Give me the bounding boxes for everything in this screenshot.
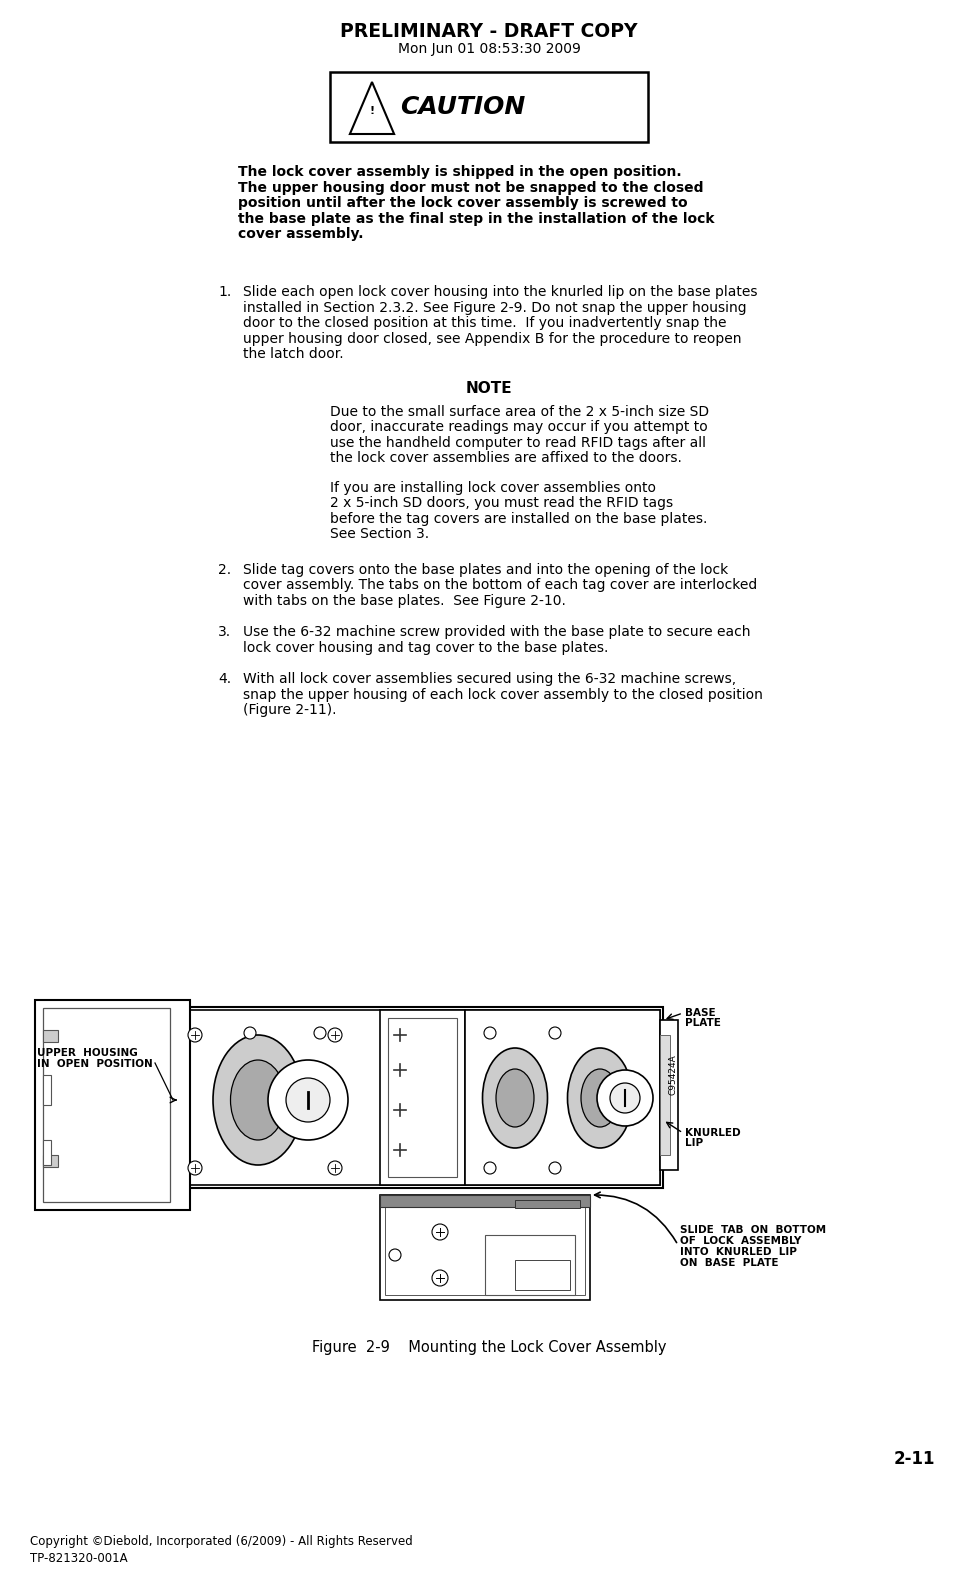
Bar: [329, 73, 648, 142]
Text: Slide tag covers onto the base plates and into the opening of the lock: Slide tag covers onto the base plates an…: [242, 562, 728, 576]
Bar: [43, 1008, 170, 1202]
Text: snap the upper housing of each lock cover assembly to the closed position: snap the upper housing of each lock cove…: [242, 688, 762, 702]
Text: Mon Jun 01 08:53:30 2009: Mon Jun 01 08:53:30 2009: [398, 43, 579, 55]
Text: PRELIMINARY - DRAFT COPY: PRELIMINARY - DRAFT COPY: [340, 22, 637, 41]
Bar: [380, 1195, 589, 1300]
Ellipse shape: [567, 1048, 632, 1149]
Bar: [380, 1195, 589, 1207]
Bar: [180, 1010, 659, 1185]
Ellipse shape: [482, 1048, 547, 1149]
Bar: [659, 1035, 669, 1155]
Text: If you are installing lock cover assemblies onto: If you are installing lock cover assembl…: [329, 480, 656, 494]
Text: (Figure 2-11).: (Figure 2-11).: [242, 704, 336, 716]
Text: Copyright ©Diebold, Incorporated (6/2009) - All Rights Reserved: Copyright ©Diebold, Incorporated (6/2009…: [30, 1535, 412, 1548]
Bar: [464, 1049, 480, 1062]
Text: upper housing door closed, see Appendix B for the procedure to reopen: upper housing door closed, see Appendix …: [242, 331, 741, 346]
Ellipse shape: [231, 1060, 285, 1139]
Text: NOTE: NOTE: [465, 380, 512, 396]
Circle shape: [243, 1027, 256, 1038]
Circle shape: [484, 1027, 495, 1038]
Text: 2 x 5-inch SD doors, you must read the RFID tags: 2 x 5-inch SD doors, you must read the R…: [329, 495, 672, 510]
Bar: [515, 1259, 570, 1289]
Bar: [385, 1199, 584, 1296]
Text: cover assembly.: cover assembly.: [237, 227, 363, 241]
Text: the lock cover assemblies are affixed to the doors.: the lock cover assemblies are affixed to…: [329, 451, 681, 466]
Text: LIP: LIP: [684, 1138, 702, 1149]
Text: CAUTION: CAUTION: [400, 95, 525, 118]
Ellipse shape: [495, 1068, 533, 1127]
Ellipse shape: [580, 1068, 618, 1127]
Text: the latch door.: the latch door.: [242, 347, 343, 361]
Bar: [464, 1079, 480, 1092]
Circle shape: [188, 1027, 202, 1041]
Bar: [380, 1010, 464, 1185]
Text: Use the 6-32 machine screw provided with the base plate to secure each: Use the 6-32 machine screw provided with…: [242, 625, 749, 639]
Bar: [43, 1155, 58, 1168]
Circle shape: [610, 1083, 639, 1112]
Bar: [43, 1030, 58, 1041]
Text: position until after the lock cover assembly is screwed to: position until after the lock cover asse…: [237, 196, 687, 210]
Circle shape: [327, 1161, 342, 1176]
Text: with tabs on the base plates.  See Figure 2-10.: with tabs on the base plates. See Figure…: [242, 593, 566, 608]
Circle shape: [314, 1027, 325, 1038]
Text: !: !: [369, 106, 374, 117]
Text: the base plate as the final step in the installation of the lock: the base plate as the final step in the …: [237, 211, 714, 226]
Circle shape: [432, 1225, 447, 1240]
Text: SLIDE  TAB  ON  BOTTOM: SLIDE TAB ON BOTTOM: [679, 1225, 826, 1236]
Circle shape: [188, 1161, 202, 1176]
Text: ON  BASE  PLATE: ON BASE PLATE: [679, 1258, 778, 1269]
Circle shape: [285, 1078, 329, 1122]
Text: PLATE: PLATE: [684, 1018, 720, 1027]
Text: 4.: 4.: [218, 672, 231, 686]
Bar: [464, 1150, 480, 1161]
Circle shape: [596, 1070, 653, 1127]
Text: Slide each open lock cover housing into the knurled lip on the base plates: Slide each open lock cover housing into …: [242, 286, 757, 298]
Text: See Section 3.: See Section 3.: [329, 527, 429, 541]
Text: 2.: 2.: [218, 562, 231, 576]
Bar: [43, 1139, 51, 1165]
Circle shape: [327, 1027, 342, 1041]
Text: before the tag covers are installed on the base plates.: before the tag covers are installed on t…: [329, 511, 706, 525]
Bar: [175, 1007, 662, 1188]
Text: The upper housing door must not be snapped to the closed: The upper housing door must not be snapp…: [237, 180, 702, 194]
Text: Due to the small surface area of the 2 x 5-inch size SD: Due to the small surface area of the 2 x…: [329, 404, 708, 418]
Text: door, inaccurate readings may occur if you attempt to: door, inaccurate readings may occur if y…: [329, 420, 707, 434]
Circle shape: [484, 1161, 495, 1174]
Text: door to the closed position at this time.  If you inadvertently snap the: door to the closed position at this time…: [242, 316, 726, 330]
Bar: [485, 1236, 574, 1296]
Bar: [464, 1120, 480, 1131]
Text: lock cover housing and tag cover to the base plates.: lock cover housing and tag cover to the …: [242, 641, 608, 655]
Text: TP-821320-001A: TP-821320-001A: [30, 1553, 127, 1565]
Text: KNURLED: KNURLED: [684, 1128, 740, 1138]
Text: INTO  KNURLED  LIP: INTO KNURLED LIP: [679, 1247, 796, 1258]
Text: installed in Section 2.3.2. See Figure 2-9. Do not snap the upper housing: installed in Section 2.3.2. See Figure 2…: [242, 300, 745, 314]
Text: 1.: 1.: [218, 286, 231, 298]
Text: OF  LOCK  ASSEMBLY: OF LOCK ASSEMBLY: [679, 1236, 800, 1247]
Bar: [43, 1075, 51, 1105]
Text: 2-11: 2-11: [893, 1450, 934, 1468]
Text: The lock cover assembly is shipped in the open position.: The lock cover assembly is shipped in th…: [237, 166, 681, 178]
Text: use the handheld computer to read RFID tags after all: use the handheld computer to read RFID t…: [329, 436, 705, 450]
Bar: [659, 1019, 677, 1169]
Text: 3.: 3.: [218, 625, 231, 639]
Circle shape: [432, 1270, 447, 1286]
Text: UPPER  HOUSING: UPPER HOUSING: [37, 1048, 138, 1057]
Text: BASE: BASE: [684, 1008, 715, 1018]
Text: With all lock cover assemblies secured using the 6-32 machine screws,: With all lock cover assemblies secured u…: [242, 672, 736, 686]
Circle shape: [268, 1060, 348, 1139]
Text: Figure  2-9    Mounting the Lock Cover Assembly: Figure 2-9 Mounting the Lock Cover Assem…: [312, 1340, 665, 1356]
Text: cover assembly. The tabs on the bottom of each tag cover are interlocked: cover assembly. The tabs on the bottom o…: [242, 578, 756, 592]
Circle shape: [389, 1250, 401, 1261]
Bar: [515, 1199, 579, 1209]
Circle shape: [548, 1161, 561, 1174]
Circle shape: [548, 1027, 561, 1038]
Ellipse shape: [213, 1035, 303, 1165]
Text: IN  OPEN  POSITION: IN OPEN POSITION: [37, 1059, 152, 1068]
Bar: [388, 1018, 456, 1177]
Text: C95424A: C95424A: [668, 1054, 677, 1095]
Bar: [35, 1000, 190, 1210]
Bar: [464, 1010, 659, 1185]
